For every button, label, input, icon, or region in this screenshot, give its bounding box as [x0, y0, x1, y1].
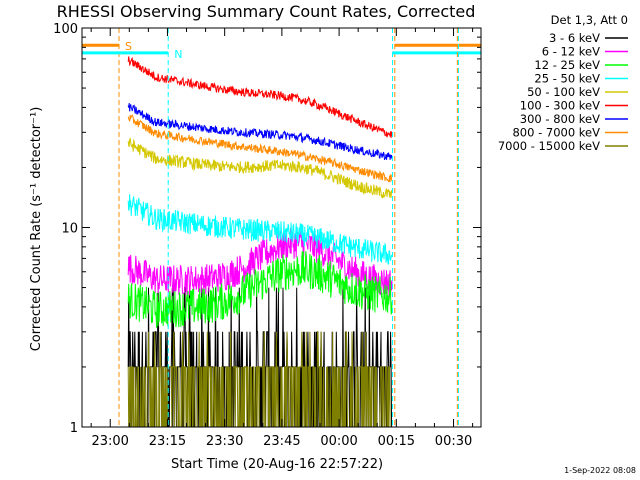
axis-layer: 23:00 23:15 23:30 23:45 00:00 00:15 00:30 1 10 10… — [53, 22, 481, 449]
x-tick-label-23-15: 23:15 — [149, 434, 186, 449]
chart-title: RHESSI Observing Summary Count Rates, Co… — [57, 2, 476, 21]
y-tick-label-10: 10 — [61, 222, 78, 237]
annotation-label-n: N — [174, 48, 182, 61]
series-line-6-12-kev — [127, 227, 393, 298]
legend-label-25-50-kev: 25 - 50 keV — [534, 72, 600, 86]
series-line-300-800-kev — [127, 102, 393, 161]
legend-label-6-12-kev: 6 - 12 keV — [542, 45, 600, 59]
series-line-12-25-kev — [127, 251, 393, 328]
legend-label-7000-15000-kev: 7000 - 15000 keV — [498, 139, 600, 153]
x-tick-label-23-00: 23:00 — [91, 434, 128, 449]
legend-label-300-800-kev: 300 - 800 keV — [520, 112, 600, 126]
x-tick-label-00-15: 00:15 — [378, 434, 415, 449]
x-tick-label-00-00: 00:00 — [320, 434, 357, 449]
series-line-100-300-kev — [127, 56, 393, 138]
x-tick-label-00-30: 00:30 — [435, 434, 472, 449]
x-tick-label-23-30: 23:30 — [206, 434, 243, 449]
annotation-label-s: S — [125, 40, 132, 53]
x-axis-label: Start Time (20-Aug-16 22:57:22) — [171, 457, 383, 472]
legend-title: Det 1,3, Att 0 — [551, 13, 628, 27]
x-tick-label-23-45: 23:45 — [263, 434, 300, 449]
legend-label-50-100-kev: 50 - 100 keV — [527, 85, 600, 99]
series-line-25-50-kev — [127, 194, 393, 265]
series-line-800-7000-kev — [127, 114, 393, 183]
annotation-layer: SN — [82, 28, 481, 427]
timestamp: 1-Sep-2022 08:08 — [564, 466, 636, 475]
legend-label-3-6-kev: 3 - 6 keV — [549, 31, 600, 45]
legend-label-12-25-kev: 12 - 25 keV — [534, 58, 600, 72]
y-axis-label: Corrected Count Rate (s⁻¹ detector⁻¹) — [29, 107, 44, 352]
legend-label-800-7000-kev: 800 - 7000 keV — [512, 126, 600, 140]
legend-label-100-300-kev: 100 - 300 keV — [520, 99, 600, 113]
y-tick-label-100: 100 — [53, 22, 78, 37]
series-line-50-100-kev — [127, 137, 393, 199]
y-tick-label-1: 1 — [70, 421, 78, 436]
series-layer — [127, 56, 393, 428]
